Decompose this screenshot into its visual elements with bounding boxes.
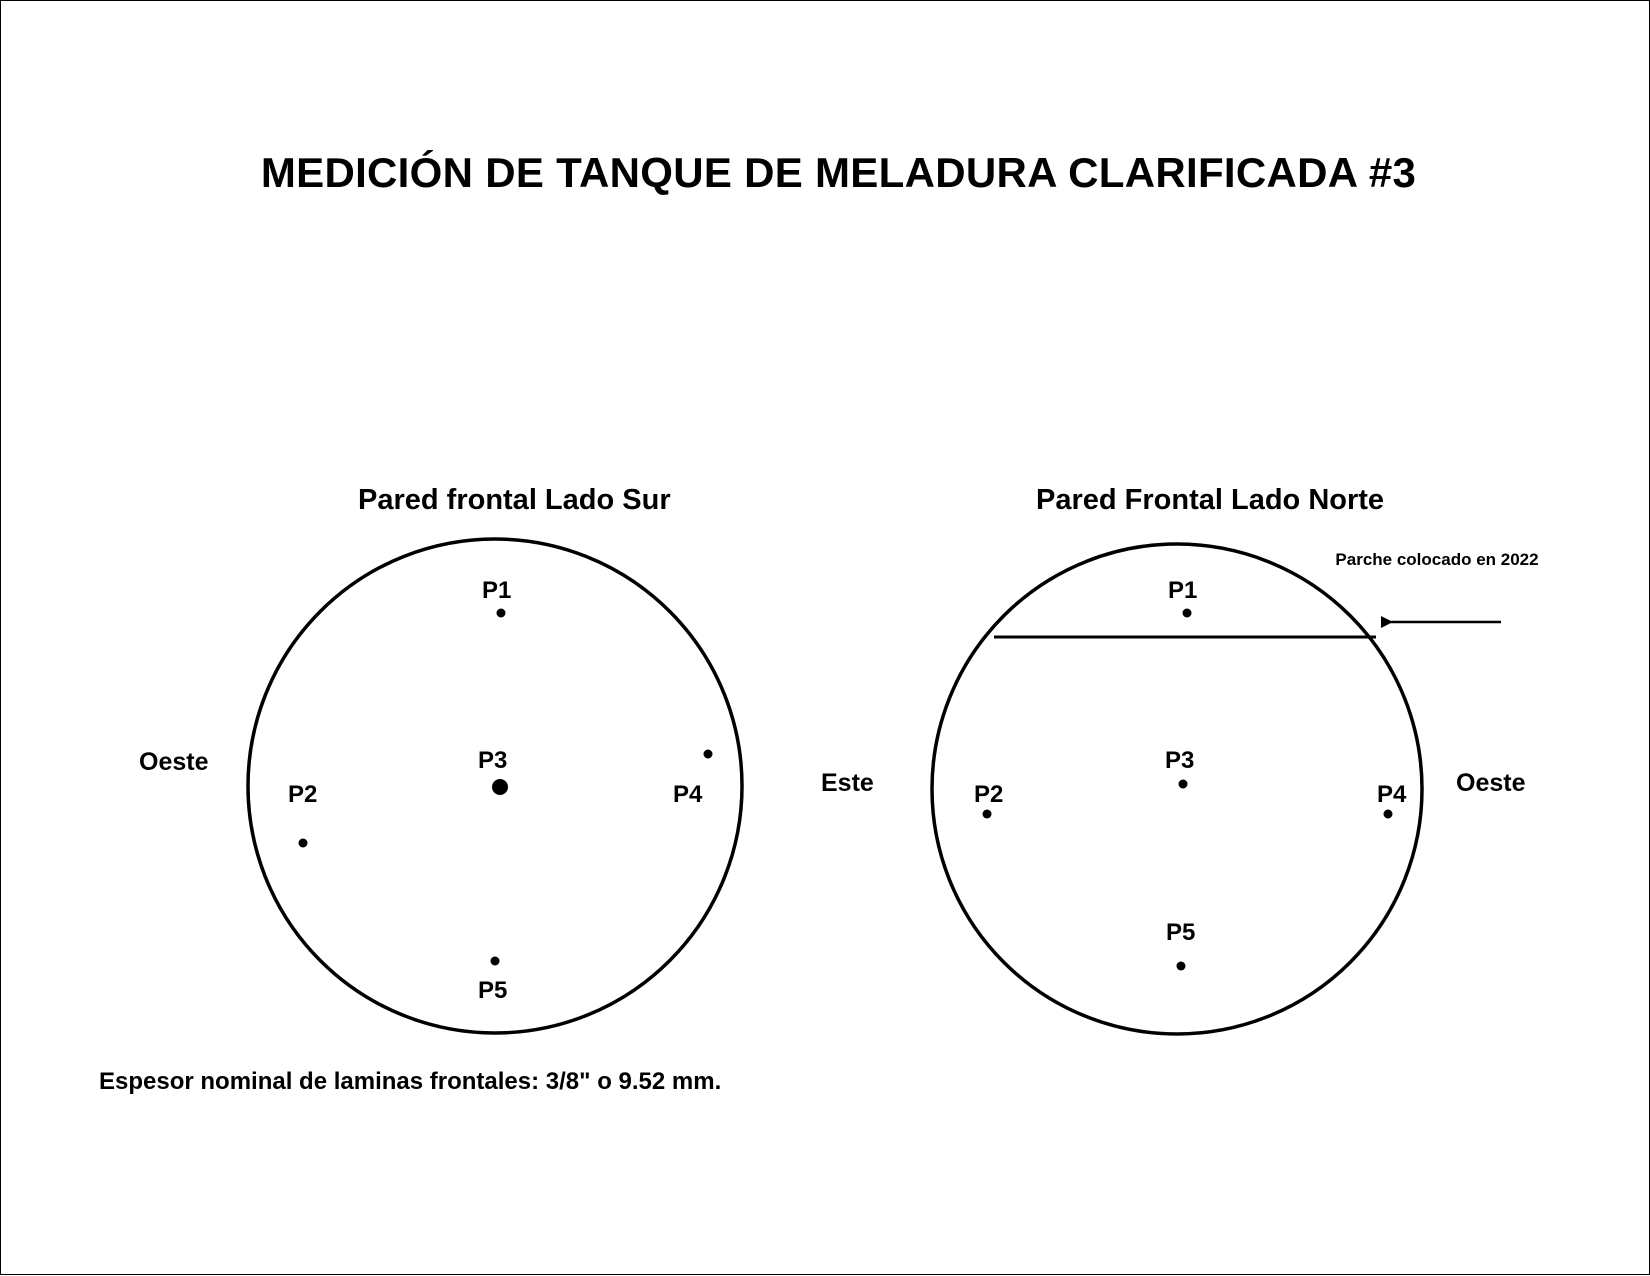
- south-west-label: Oeste: [139, 748, 209, 776]
- north-p4-marker: [1383, 809, 1393, 819]
- south-p3-label: P3: [478, 747, 508, 774]
- south-p3-marker: [492, 779, 508, 795]
- north-p2-marker: [982, 809, 992, 819]
- north-p1-marker: [1182, 608, 1192, 618]
- north-p3-marker: [1178, 779, 1188, 789]
- north-east-label: Este: [821, 769, 874, 797]
- north-wall-title: Pared Frontal Lado Norte: [1036, 484, 1385, 516]
- south-p5-label: P5: [478, 977, 508, 1004]
- north-p3-label: P3: [1165, 747, 1195, 774]
- page-title: MEDICIÓN DE TANQUE DE MELADURA CLARIFICA…: [260, 149, 1417, 196]
- north-wall-circle: [930, 542, 1424, 1036]
- south-p2-label: P2: [288, 781, 318, 808]
- south-p1-marker: [496, 608, 506, 618]
- thickness-footnote: Espesor nominal de laminas frontales: 3/…: [99, 1068, 722, 1095]
- south-p5-marker: [490, 956, 500, 966]
- north-p5-label: P5: [1166, 919, 1196, 946]
- south-p2-marker: [298, 838, 308, 848]
- south-p4-marker: [703, 749, 713, 759]
- north-p5-marker: [1176, 961, 1186, 971]
- north-west-label: Oeste: [1456, 769, 1526, 797]
- north-p2-label: P2: [974, 781, 1004, 808]
- south-wall-circle: [246, 537, 744, 1035]
- north-p4-label: P4: [1377, 781, 1407, 808]
- south-p1-label: P1: [482, 577, 512, 604]
- north-p1-label: P1: [1168, 577, 1198, 604]
- south-wall-title: Pared frontal Lado Sur: [358, 484, 671, 516]
- south-p4-label: P4: [673, 781, 703, 808]
- patch-note: Parche colocado en 2022: [1335, 550, 1539, 569]
